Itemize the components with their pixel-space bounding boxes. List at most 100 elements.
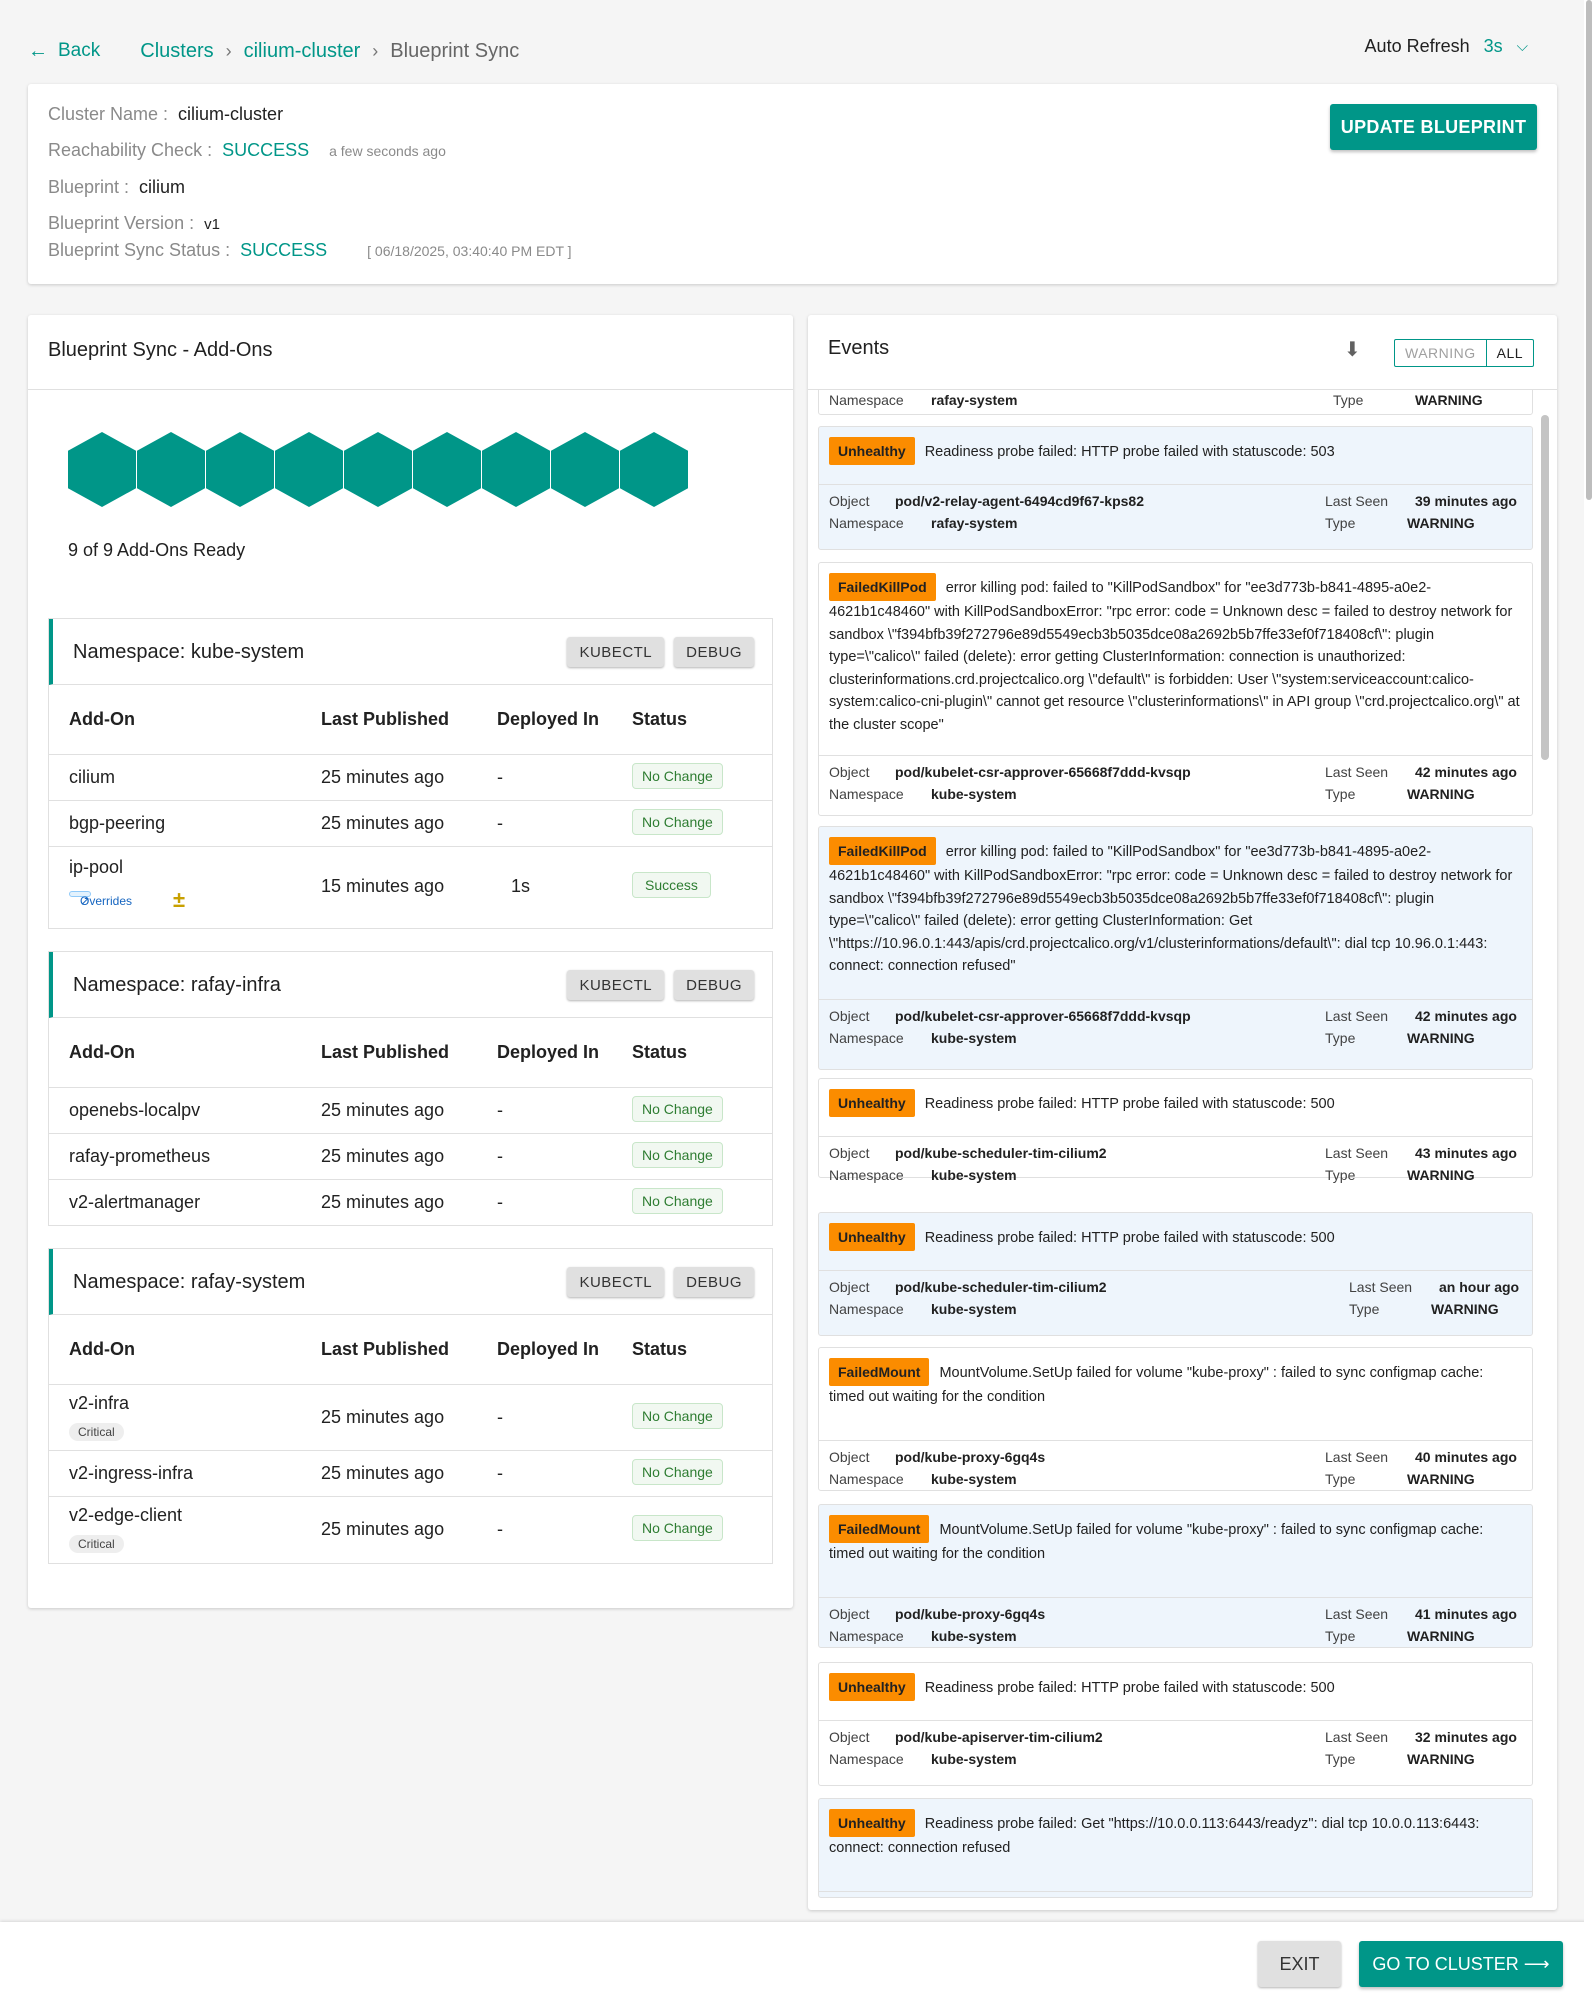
divider (808, 389, 1557, 390)
addon-name: ip-pool (69, 857, 124, 877)
filter-warning-button[interactable]: WARNING (1395, 340, 1487, 366)
col-addon: Add-On (69, 1339, 135, 1359)
event-message: error killing pod: failed to "KillPodSan… (829, 844, 1513, 974)
addon-deployed: - (497, 1407, 503, 1427)
debug-button[interactable]: DEBUG (674, 970, 754, 1000)
event-message: error killing pod: failed to "KillPodSan… (829, 580, 1520, 733)
event-type: WARNING (1407, 1471, 1475, 1487)
addon-ready-hex[interactable] (413, 432, 481, 507)
breadcrumb: Clusters › cilium-cluster › Blueprint Sy… (140, 40, 519, 63)
blueprint-label: Blueprint : (48, 177, 130, 197)
back-button[interactable]: ← Back (28, 40, 100, 63)
breadcrumb-separator-icon: › (225, 40, 232, 61)
event-card: Object Namespace rafay-system Type WARNI… (818, 390, 1533, 415)
addon-ready-hex[interactable] (137, 432, 205, 507)
event-message: Readiness probe failed: HTTP probe faile… (924, 1096, 1335, 1112)
col-status: Status (632, 709, 688, 729)
reachability-value: SUCCESS (222, 140, 310, 160)
namespace-header: Namespace: rafay-system KUBECTL DEBUG (49, 1249, 772, 1315)
event-object: pod/kube-apiserver-tim-cilium2 (895, 1729, 1103, 1745)
event-object: pod/v2-relay-agent-6494cd9f67-kps82 (895, 493, 1144, 509)
event-reason-tag: Unhealthy (829, 1089, 915, 1117)
status-badge: No Change (632, 1096, 723, 1122)
debug-button[interactable]: DEBUG (674, 1267, 754, 1297)
kubectl-button[interactable]: KUBECTL (567, 970, 665, 1000)
events-scrollbar[interactable] (1541, 415, 1549, 760)
addon-published: 25 minutes ago (321, 1100, 445, 1120)
event-namespace: kube-system (931, 1471, 1017, 1487)
footer-bar: EXIT GO TO CLUSTER ⟶ (0, 1922, 1594, 1999)
event-type: WARNING (1407, 786, 1475, 802)
col-deployed-in: Deployed In (497, 1339, 600, 1359)
event-message-row: FailedKillPod error killing pod: failed t… (819, 563, 1532, 756)
breadcrumb-cluster[interactable]: cilium-cluster (243, 39, 361, 62)
event-type: WARNING (1407, 1628, 1475, 1644)
namespace-rafay-infra: Namespace: rafay-infra KUBECTL DEBUG Add… (48, 951, 773, 1226)
event-message-row: Unhealthy Readiness probe failed: HTTP pr… (819, 1213, 1532, 1271)
table-row: openebs-localpv 25 minutes ago - No Chan… (49, 1088, 772, 1134)
exit-button[interactable]: EXIT (1258, 1941, 1341, 1987)
page-scrollbar-track (1584, 0, 1594, 1999)
status-badge: No Change (632, 1403, 723, 1429)
namespace-header: Namespace: kube-system KUBECTL DEBUG (49, 619, 772, 685)
addon-name: rafay-prometheus (69, 1146, 211, 1166)
page-scrollbar-thumb[interactable] (1586, 0, 1592, 500)
plus-minus-icon[interactable]: ± (173, 887, 186, 912)
addon-name: v2-infra (69, 1393, 130, 1413)
addon-ready-hex[interactable] (275, 432, 343, 507)
event-object: pod/kube-scheduler-tim-cilium2 (895, 1145, 1107, 1161)
event-reason-tag: Unhealthy (829, 1673, 915, 1701)
auto-refresh-select[interactable]: Auto Refresh 3s ⌵ (1365, 36, 1528, 57)
status-badge: No Change (632, 763, 723, 789)
event-message: Readiness probe failed: Get "https://10.… (829, 1816, 1480, 1856)
update-blueprint-button[interactable]: UPDATE BLUEPRINT (1330, 104, 1537, 150)
event-message-row: Unhealthy Readiness probe failed: HTTP pr… (819, 1079, 1532, 1137)
addon-ready-hex[interactable] (482, 432, 550, 507)
addon-ready-hex[interactable] (551, 432, 619, 507)
breadcrumb-clusters[interactable]: Clusters (140, 39, 214, 62)
table-row: cilium 25 minutes ago - No Change (49, 755, 772, 801)
status-badge: No Change (632, 809, 723, 835)
debug-button[interactable]: DEBUG (674, 637, 754, 667)
namespace-rafay-system: Namespace: rafay-system KUBECTL DEBUG Ad… (48, 1248, 773, 1564)
arrow-right-icon: ⟶ (1523, 1953, 1550, 1974)
addon-deployed: - (497, 1146, 503, 1166)
cluster-name-value: cilium-cluster (178, 104, 284, 124)
status-badge: No Change (632, 1515, 723, 1541)
addon-ready-hex[interactable] (344, 432, 412, 507)
event-meta: Object pod/kube-proxy-6gq4s Namespace kube-… (829, 1449, 1517, 1487)
event-object: pod/kubelet-csr-approver-65668f7ddd-kvsq… (895, 1008, 1191, 1024)
col-addon: Add-On (69, 709, 135, 729)
addon-name: openebs-localpv (69, 1100, 201, 1120)
event-last-seen: 41 minutes ago (1415, 1606, 1517, 1622)
event-message: Readiness probe failed: HTTP probe faile… (924, 1680, 1335, 1696)
events-list[interactable]: Object Namespace rafay-system Type WARNI… (808, 390, 1557, 1910)
event-namespace: rafay-system (931, 515, 1018, 531)
event-namespace: kube-system (931, 1301, 1017, 1317)
kubectl-button[interactable]: KUBECTL (567, 637, 665, 667)
addon-ready-hex[interactable] (620, 432, 688, 507)
addon-deployed: - (497, 1519, 503, 1539)
table-row: v2-ingress-infra 25 minutes ago - No Cha… (49, 1451, 772, 1497)
auto-refresh-value: 3s (1483, 36, 1503, 56)
blueprint-value: cilium (139, 177, 186, 197)
download-icon[interactable]: ⬇ (1344, 339, 1361, 361)
kubectl-button[interactable]: KUBECTL (567, 1267, 665, 1297)
addon-name: cilium (69, 767, 116, 787)
col-addon: Add-On (69, 1042, 135, 1062)
col-last-published: Last Published (321, 709, 450, 729)
status-badge: No Change (632, 1142, 723, 1168)
addon-deployed: 1s (511, 876, 531, 896)
addon-ready-hex[interactable] (206, 432, 274, 507)
event-meta: Object pod/v2-relay-agent-6494cd9f67-kps8… (829, 493, 1517, 531)
addon-ready-hex[interactable] (68, 432, 136, 507)
addons-card: Blueprint Sync - Add-Ons 9 of 9 Add-Ons … (28, 315, 793, 1608)
event-card: FailedKillPod error killing pod: failed t… (818, 562, 1533, 816)
table-row: v2-infra Critical 25 minutes ago - No Ch… (49, 1385, 772, 1451)
event-card: FailedMount MountVolume.SetUp failed for … (818, 1504, 1533, 1648)
filter-all-button[interactable]: ALL (1496, 345, 1524, 361)
event-message: Readiness probe failed: HTTP probe faile… (924, 444, 1335, 460)
event-reason-tag: FailedMount (829, 1515, 930, 1543)
go-to-cluster-button[interactable]: GO TO CLUSTER ⟶ (1359, 1941, 1563, 1987)
event-meta: Object pod/kube-proxy-6gq4s Namespace kube-… (829, 1606, 1517, 1644)
